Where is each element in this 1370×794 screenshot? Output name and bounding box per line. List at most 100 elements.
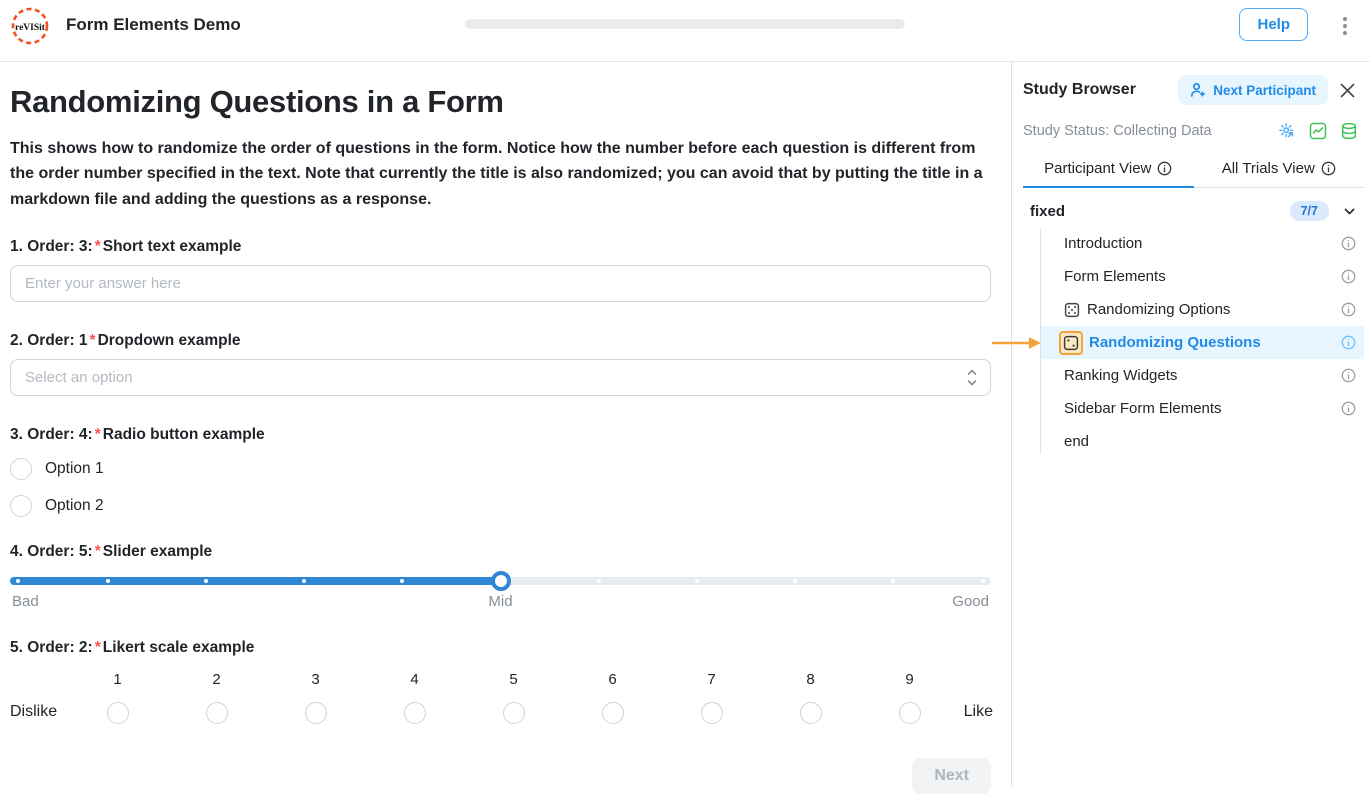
info-icon[interactable] xyxy=(1341,335,1356,350)
slider-label-left: Bad xyxy=(12,592,39,610)
tree-item-randomizing-options[interactable]: Randomizing Options xyxy=(1041,293,1364,326)
tree-group-fixed[interactable]: fixed 7/7 xyxy=(1023,195,1364,227)
tree-item-label: Ranking Widgets xyxy=(1064,367,1178,384)
tree-item-label: Randomizing Questions xyxy=(1089,334,1261,351)
study-browser-title: Study Browser xyxy=(1023,81,1136,98)
info-icon[interactable] xyxy=(1341,236,1356,251)
likert-radio-button[interactable] xyxy=(898,701,921,724)
info-icon[interactable] xyxy=(1341,269,1356,284)
tab-label: All Trials View xyxy=(1221,160,1315,177)
info-icon[interactable] xyxy=(1341,302,1356,317)
tree-item-label: Introduction xyxy=(1064,235,1143,252)
slider-label-center: Mid xyxy=(488,592,513,610)
tree-item-form-elements[interactable]: Form Elements xyxy=(1041,260,1364,293)
slider-mark xyxy=(106,578,111,583)
slider-track[interactable] xyxy=(10,570,991,591)
radio-option-row: Option 1 xyxy=(10,457,991,480)
likert-number: 4 xyxy=(410,670,419,688)
tree-item-sidebar-form-elements[interactable]: Sidebar Form Elements xyxy=(1041,392,1364,425)
app-title: Form Elements Demo xyxy=(66,15,241,34)
required-asterisk: * xyxy=(94,425,101,443)
likert-number: 9 xyxy=(905,670,914,688)
info-icon[interactable] xyxy=(1341,401,1356,416)
likert-number: 5 xyxy=(509,670,518,688)
question-title: Slider example xyxy=(102,542,213,560)
likert-radio-button[interactable] xyxy=(502,701,525,724)
form-main-panel: Randomizing Questions in a Form This sho… xyxy=(0,62,1012,794)
likert-radio-button[interactable] xyxy=(106,701,129,724)
likert-radio-button[interactable] xyxy=(601,701,624,724)
view-tabs: Participant View All Trials View xyxy=(1023,153,1364,188)
likert-radio-button[interactable] xyxy=(700,701,723,724)
likert-radio-button[interactable] xyxy=(304,701,327,724)
study-browser-panel: Study Browser Next Participant Study Sta… xyxy=(992,62,1370,787)
radio-button[interactable] xyxy=(10,494,32,517)
question-dropdown: 2. Order: 1 * Dropdown example xyxy=(10,332,991,396)
tree-group-label: fixed xyxy=(1030,202,1066,220)
question-slider: 4. Order: 5: * Slider example xyxy=(10,543,991,615)
slider-labels: Bad Mid Good xyxy=(10,593,991,615)
dropdown-select[interactable] xyxy=(10,358,991,396)
question-order-prefix: 4. Order: 5: xyxy=(10,542,93,560)
tree-item-end[interactable]: end xyxy=(1041,425,1364,458)
question-title: Radio button example xyxy=(102,425,265,443)
likert-cell: 2 xyxy=(167,671,266,724)
likert-cell: 4 xyxy=(365,671,464,724)
tab-participant-view[interactable]: Participant View xyxy=(1023,153,1194,188)
svg-text:reVISit: reVISit xyxy=(15,23,46,33)
user-plus-icon xyxy=(1191,83,1206,97)
likert-number: 8 xyxy=(806,670,815,688)
question-title: Likert scale example xyxy=(102,638,255,656)
help-button[interactable]: Help xyxy=(1239,8,1308,41)
likert-radio-button[interactable] xyxy=(205,701,228,724)
question-label: 3. Order: 4: * Radio button example xyxy=(10,426,991,444)
tab-all-trials-view[interactable]: All Trials View xyxy=(1194,153,1365,188)
page-title: Randomizing Questions in a Form xyxy=(10,84,504,119)
chart-icon[interactable] xyxy=(1309,122,1327,140)
likert-cell: 9 xyxy=(860,671,959,724)
question-title: Dropdown example xyxy=(97,331,241,349)
revisit-logo-icon: reVISit xyxy=(11,7,49,45)
radio-option-label[interactable]: Option 1 xyxy=(45,459,104,477)
info-icon[interactable] xyxy=(1321,161,1336,176)
radio-option-label[interactable]: Option 2 xyxy=(45,496,104,514)
question-order-prefix: 3. Order: 4: xyxy=(10,425,93,443)
progress-count-badge: 7/7 xyxy=(1289,201,1329,221)
question-label: 2. Order: 1 * Dropdown example xyxy=(10,332,991,350)
slider-mark xyxy=(400,578,405,583)
database-icon[interactable] xyxy=(1340,122,1358,140)
likert-radio-button[interactable] xyxy=(403,701,426,724)
gear-share-icon[interactable] xyxy=(1278,122,1296,140)
likert-radio-button[interactable] xyxy=(799,701,822,724)
slider-thumb[interactable] xyxy=(490,570,511,591)
slider-mark xyxy=(16,578,20,583)
question-radio: 3. Order: 4: * Radio button example Option… xyxy=(10,426,991,517)
tree-item-introduction[interactable]: Introduction xyxy=(1041,227,1364,260)
tab-label: Participant View xyxy=(1044,160,1152,177)
info-icon[interactable] xyxy=(1157,161,1172,176)
tree-item-label: Form Elements xyxy=(1064,268,1166,285)
study-progress-bar xyxy=(465,19,905,29)
chevron-down-icon[interactable] xyxy=(1343,205,1356,218)
likert-right-label: Like xyxy=(963,702,993,720)
next-participant-button[interactable]: Next Participant xyxy=(1178,75,1328,105)
required-asterisk: * xyxy=(94,542,101,560)
close-icon[interactable] xyxy=(1339,82,1356,99)
tree-item-randomizing-questions[interactable]: Randomizing Questions xyxy=(992,326,1364,359)
tree-item-ranking-widgets[interactable]: Ranking Widgets xyxy=(1041,359,1364,392)
required-asterisk: * xyxy=(94,638,101,656)
overflow-menu-icon[interactable] xyxy=(1336,14,1354,38)
app-header: reVISit Form Elements Demo Help xyxy=(0,0,1370,62)
radio-button[interactable] xyxy=(10,457,32,480)
likert-number: 3 xyxy=(311,670,320,688)
info-icon[interactable] xyxy=(1341,368,1356,383)
question-short-text: 1. Order: 3: * Short text example xyxy=(10,238,991,302)
slider: Bad Mid Good xyxy=(10,570,991,615)
tree-item-label: Randomizing Options xyxy=(1087,301,1231,318)
likert-number: 6 xyxy=(608,670,617,688)
short-text-input[interactable] xyxy=(10,264,991,302)
question-order-prefix: 1. Order: 3: xyxy=(10,237,93,255)
likert-number: 1 xyxy=(113,670,122,688)
next-button[interactable]: Next xyxy=(912,757,991,794)
likert-cell: 5 xyxy=(464,671,563,724)
